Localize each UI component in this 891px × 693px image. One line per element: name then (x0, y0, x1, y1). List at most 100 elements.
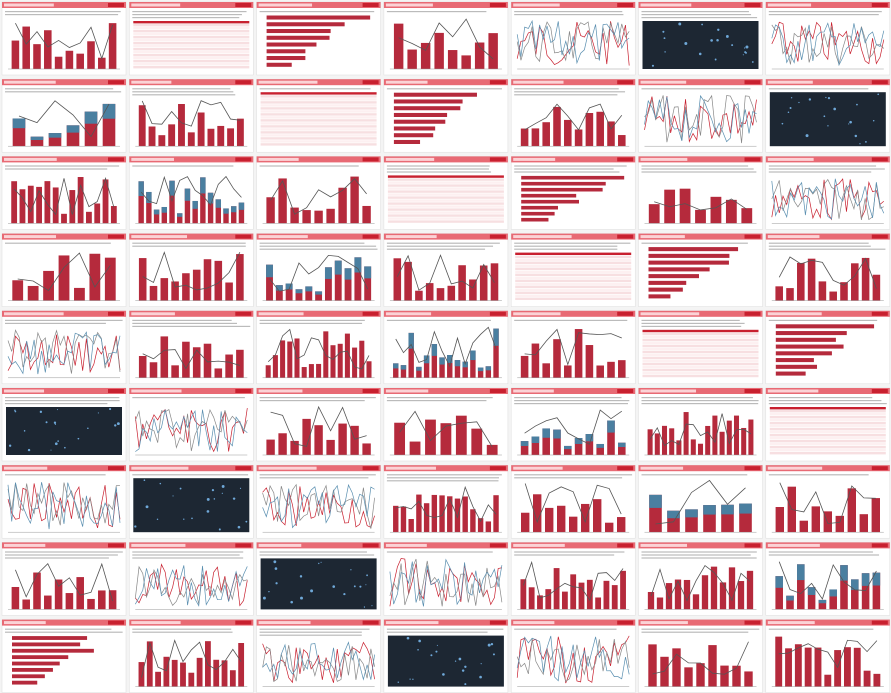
bar (607, 121, 615, 147)
bar (207, 128, 215, 147)
table-row (133, 45, 250, 48)
bar-segment (408, 332, 414, 349)
text-line (259, 400, 365, 402)
bar (581, 503, 590, 533)
text-line (386, 400, 487, 402)
slide-header (765, 2, 890, 8)
slide-header (2, 2, 126, 8)
bar (462, 361, 468, 378)
text-line (5, 631, 123, 633)
slide-thumbnail (383, 310, 509, 385)
bar (835, 515, 844, 533)
bar (617, 517, 626, 533)
slide-title-bar (640, 157, 688, 161)
image-detail (191, 517, 193, 520)
slide-header (2, 542, 126, 549)
trend-line (779, 482, 876, 524)
slide-thumbnail (129, 78, 254, 153)
bar (775, 331, 847, 336)
slide-title-bar (385, 312, 432, 316)
slide-header (256, 388, 381, 394)
text-line (386, 397, 493, 399)
bar (648, 260, 729, 265)
slide-thumbnail (510, 464, 636, 539)
bar (11, 40, 20, 69)
bar-segment (400, 365, 407, 370)
bar (102, 179, 109, 224)
bar-segment (618, 442, 626, 448)
bar (180, 662, 186, 687)
slide-logo (871, 234, 888, 239)
slide-title-bar (513, 466, 563, 470)
slide-title-bar (4, 80, 56, 84)
bar (520, 579, 527, 610)
bar (265, 365, 271, 378)
bar (74, 287, 85, 301)
bar (160, 336, 169, 378)
slide-logo (489, 466, 506, 471)
slide-logo (362, 389, 379, 393)
slide-thumbnail (256, 156, 381, 230)
slide-thumbnail (765, 1, 891, 76)
slide-header (765, 310, 890, 317)
bar (302, 210, 311, 224)
trend-line (141, 100, 241, 127)
slide-thumbnail (765, 619, 891, 693)
table-row (515, 291, 632, 294)
bar (215, 199, 221, 224)
table-row (133, 42, 250, 45)
bar (521, 187, 603, 192)
slide-header (129, 465, 254, 472)
series-line (262, 483, 375, 529)
slide-header (383, 2, 508, 8)
text-line (132, 242, 246, 244)
bar (669, 428, 675, 455)
table-row (133, 63, 250, 66)
slide-title-bar (258, 3, 313, 7)
bar (455, 415, 467, 455)
bar (469, 279, 477, 301)
bar (393, 505, 399, 533)
bar (853, 647, 861, 687)
trend-line (398, 18, 494, 60)
bar (595, 597, 602, 610)
table-row (769, 443, 886, 446)
bar-segment (146, 191, 152, 203)
bar-segment (102, 103, 116, 119)
slide-header (129, 2, 254, 8)
bar (661, 425, 668, 455)
bar (542, 428, 550, 455)
bar-segment (393, 363, 399, 369)
bar (197, 112, 205, 147)
bar (266, 22, 345, 27)
bar (61, 213, 67, 224)
slide-thumbnail (765, 233, 891, 307)
image-detail (725, 35, 729, 38)
table-row (642, 344, 759, 348)
image-detail (464, 683, 467, 686)
text-line (768, 397, 873, 399)
bar (65, 50, 74, 69)
bar (814, 647, 822, 687)
bar-segment (596, 443, 604, 448)
bar-segment (667, 510, 680, 519)
table-row (642, 371, 759, 375)
text-line (768, 165, 877, 167)
image-detail (865, 140, 867, 143)
bar (585, 345, 594, 378)
bar (775, 351, 832, 356)
bar (171, 365, 179, 378)
bar (818, 281, 827, 301)
bar-segment (223, 208, 229, 214)
text-line (768, 11, 882, 13)
bar-segment (818, 599, 827, 604)
series-line (644, 95, 757, 143)
slide-frame (129, 310, 254, 385)
bar-segment (184, 188, 191, 201)
bar (605, 522, 614, 533)
bar-segment (703, 505, 716, 515)
series-line (262, 641, 375, 684)
image-detail (159, 482, 162, 485)
bar (350, 425, 359, 455)
bar (344, 268, 352, 301)
